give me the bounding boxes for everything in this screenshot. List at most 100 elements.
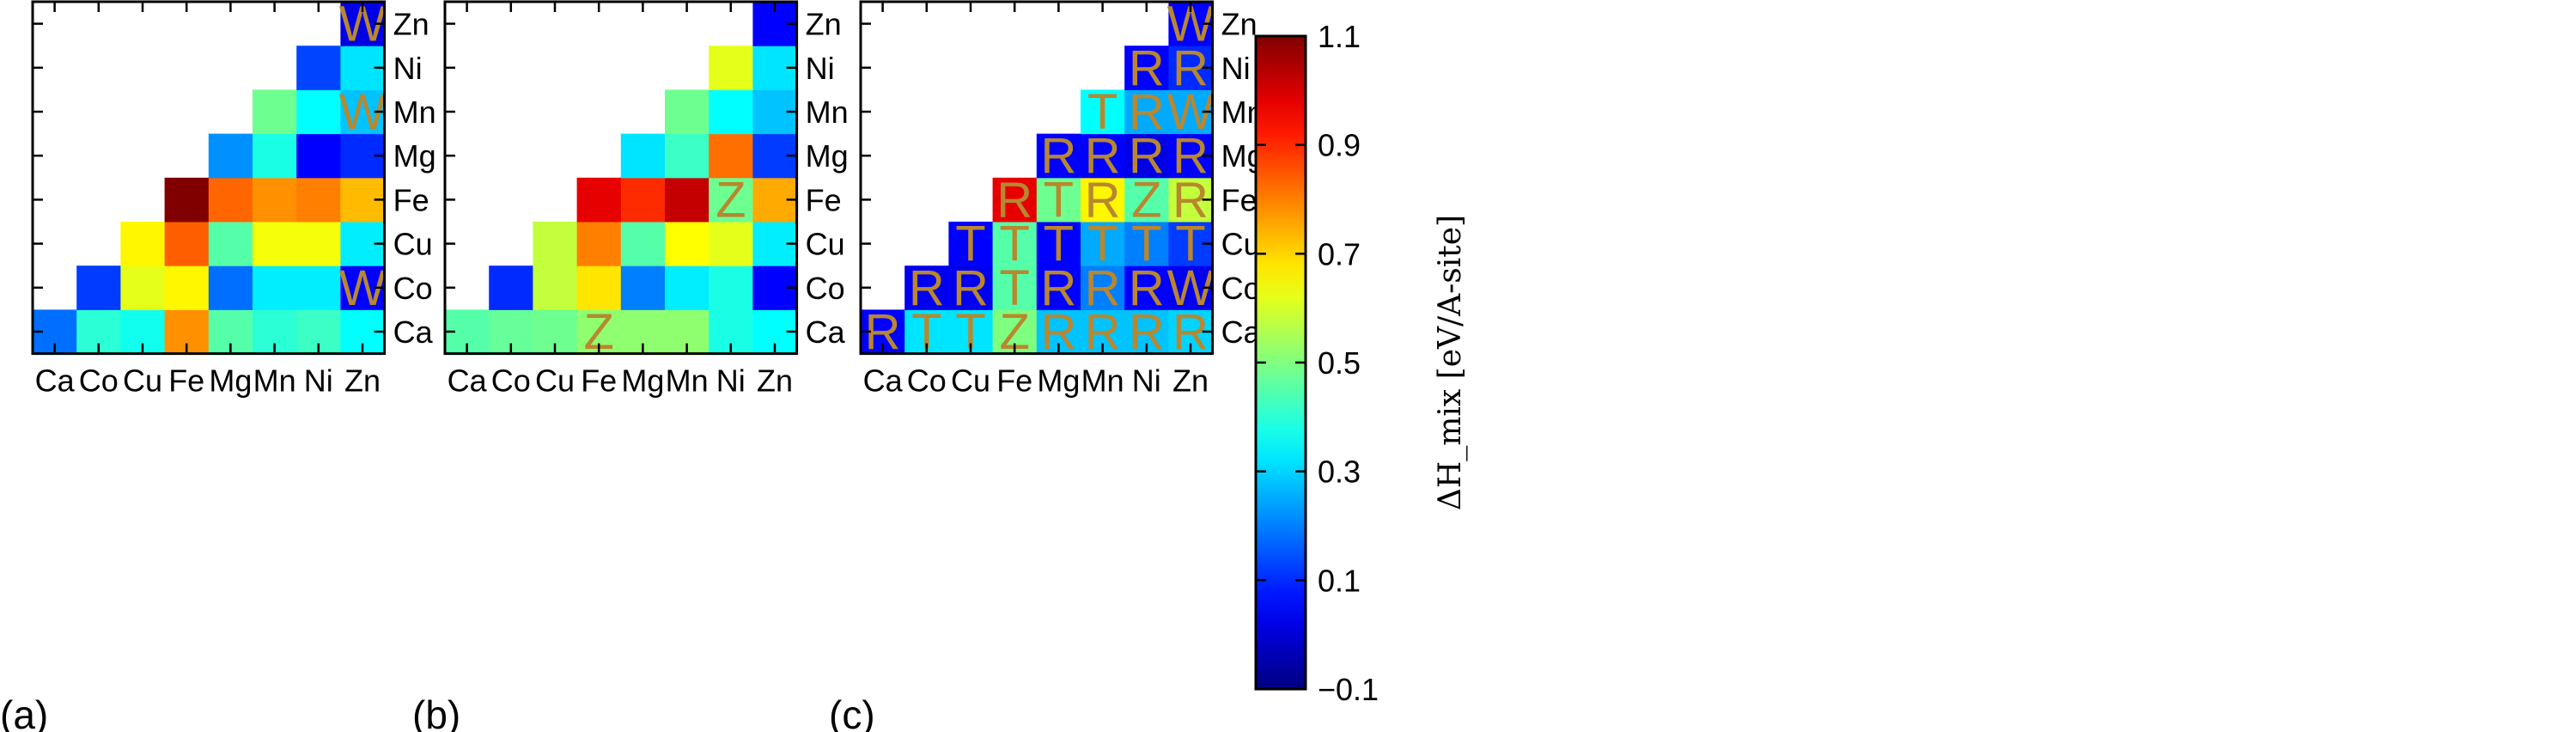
heatmap-cell bbox=[665, 222, 709, 266]
heatmap-cell bbox=[709, 222, 753, 266]
heatmap-cell bbox=[665, 133, 709, 179]
heatmap-cell bbox=[296, 222, 341, 266]
heatmap-cell bbox=[992, 222, 1038, 266]
heatmap-cell bbox=[709, 265, 753, 310]
heatmap-cell bbox=[665, 177, 709, 223]
y-tick-label: Fe bbox=[1221, 182, 1258, 217]
cell-structure-label: Z bbox=[716, 172, 746, 228]
heatmap-cell bbox=[904, 265, 949, 310]
heatmap-cell bbox=[164, 222, 210, 266]
cell-structure-label: T bbox=[1087, 84, 1117, 140]
cell-structure-label: R bbox=[1085, 260, 1121, 316]
heatmap-cell bbox=[1081, 222, 1125, 266]
y-tick-label: Mg bbox=[393, 138, 436, 174]
heatmap-cell bbox=[296, 265, 341, 310]
heatmap-cell bbox=[665, 265, 709, 310]
y-tick-label: Zn bbox=[393, 7, 429, 42]
heatmap-cell bbox=[948, 222, 994, 266]
heatmap-cell bbox=[253, 133, 297, 179]
heatmap-cell bbox=[576, 222, 622, 266]
cell-structure-label: R bbox=[1129, 84, 1165, 140]
cell-structure-label: Z bbox=[1131, 172, 1161, 228]
heatmap-cell bbox=[1081, 177, 1125, 223]
heatmap-cell bbox=[1036, 265, 1081, 310]
x-tick-label: Cu bbox=[951, 363, 990, 399]
y-tick-label: Zn bbox=[1221, 7, 1258, 42]
heatmap-cell bbox=[1124, 265, 1169, 310]
x-tick-label: Cu bbox=[123, 363, 162, 399]
x-tick-label: Ca bbox=[863, 363, 904, 399]
heatmap-cell bbox=[533, 222, 578, 266]
heatmap-cell bbox=[120, 265, 166, 310]
y-tick-label: Cu bbox=[806, 227, 845, 262]
x-tick-label: Mn bbox=[666, 363, 709, 399]
heatmap-cell bbox=[208, 177, 253, 223]
heatmap-cell bbox=[296, 89, 341, 135]
y-tick-label: Mg bbox=[806, 138, 849, 174]
colorbar-tick-label: 0.7 bbox=[1318, 236, 1361, 271]
heatmap-cell bbox=[620, 133, 666, 179]
heatmap-cell bbox=[164, 177, 210, 223]
y-tick-label: Ca bbox=[393, 314, 434, 350]
x-tick-label: Co bbox=[907, 363, 947, 399]
heatmap-cell bbox=[709, 177, 753, 223]
cell-structure-label: R bbox=[1040, 260, 1076, 316]
heatmap-cell bbox=[489, 265, 533, 310]
x-tick-label: Mg bbox=[209, 363, 252, 399]
cell-structure-label: T bbox=[999, 260, 1029, 316]
cell-structure-label: T bbox=[1044, 172, 1074, 228]
x-tick-label: Cu bbox=[535, 363, 575, 399]
heatmap-cell bbox=[1124, 89, 1169, 135]
cell-structure-label: R bbox=[996, 172, 1032, 228]
heatmap-cell bbox=[253, 222, 297, 266]
x-tick-label: Zn bbox=[1172, 363, 1209, 399]
heatmap-cell bbox=[253, 177, 297, 223]
heatmap-cell bbox=[709, 89, 753, 135]
plot-frame bbox=[31, 0, 387, 356]
cell-structure-label: T bbox=[1131, 217, 1161, 272]
x-tick-label: Mg bbox=[1037, 363, 1080, 399]
x-tick-label: Mn bbox=[253, 363, 296, 399]
heatmap-cell bbox=[1124, 133, 1169, 179]
heatmap-cell bbox=[164, 265, 210, 310]
x-tick-label: Co bbox=[79, 363, 119, 399]
y-tick-label: Fe bbox=[393, 182, 429, 217]
heatmap-cell bbox=[1081, 265, 1125, 310]
heatmap-cell bbox=[1036, 177, 1081, 223]
heatmap-cell bbox=[296, 133, 341, 179]
heatmap-cell bbox=[665, 89, 709, 135]
heatmap-cell bbox=[620, 222, 666, 266]
cell-structure-label: R bbox=[1085, 172, 1121, 228]
y-tick-label: Ca bbox=[806, 314, 846, 350]
heatmap-cell bbox=[992, 265, 1038, 310]
colorbar-tick-label: 0.3 bbox=[1318, 454, 1361, 490]
heatmap-cell bbox=[296, 46, 341, 90]
heatmap-cell bbox=[253, 265, 297, 310]
cell-structure-label: R bbox=[1129, 40, 1165, 96]
x-tick-label: Ni bbox=[716, 363, 746, 399]
heatmap-cell bbox=[1124, 222, 1169, 266]
y-tick-label: Mn bbox=[393, 95, 436, 130]
y-tick-label: Mn bbox=[806, 95, 849, 130]
heatmap-cell bbox=[1081, 133, 1125, 179]
x-tick-label: Co bbox=[491, 363, 531, 399]
colorbar-tick-label: 0.1 bbox=[1318, 563, 1361, 598]
heatmap-cell bbox=[1081, 89, 1125, 135]
heatmap-cell bbox=[576, 177, 622, 223]
colorbar-tick-label: 1.1 bbox=[1318, 19, 1361, 54]
x-tick-label: Ni bbox=[1132, 363, 1161, 399]
y-tick-label: Fe bbox=[806, 182, 842, 217]
x-tick-label: Ni bbox=[304, 363, 333, 399]
cell-structure-label: R bbox=[1129, 128, 1165, 184]
heatmap-cell bbox=[253, 89, 297, 135]
x-tick-label: Mn bbox=[1081, 363, 1124, 399]
y-tick-label: Co bbox=[806, 271, 845, 306]
y-tick-label: Co bbox=[1221, 271, 1261, 306]
colorbar-tick-label: −0.1 bbox=[1318, 672, 1379, 707]
heatmap-cell bbox=[709, 46, 753, 90]
colorbar: 1.1 0.9 0.7 0.5 0.3 0.1 −0.1 ΔH_mix [eV/A-site] bbox=[1254, 19, 1468, 707]
